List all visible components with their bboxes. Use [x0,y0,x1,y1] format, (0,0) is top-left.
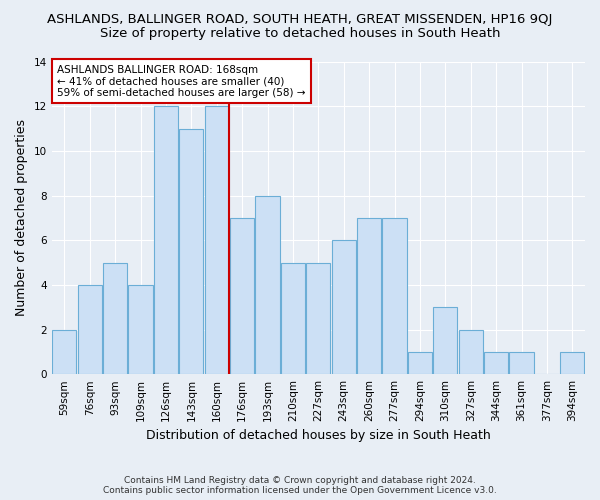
Bar [77,285,102,374]
Bar [281,262,305,374]
Bar [433,307,457,374]
Bar [560,352,584,374]
Bar [205,106,229,374]
Bar [357,218,381,374]
Bar [484,352,508,374]
Text: ASHLANDS, BALLINGER ROAD, SOUTH HEATH, GREAT MISSENDEN, HP16 9QJ: ASHLANDS, BALLINGER ROAD, SOUTH HEATH, G… [47,12,553,26]
Bar [306,262,331,374]
Bar [509,352,533,374]
Text: ASHLANDS BALLINGER ROAD: 168sqm
← 41% of detached houses are smaller (40)
59% of: ASHLANDS BALLINGER ROAD: 168sqm ← 41% of… [57,64,305,98]
Bar [256,196,280,374]
Bar [179,128,203,374]
Bar [103,262,127,374]
Bar [458,330,483,374]
Bar [332,240,356,374]
Bar [408,352,432,374]
Y-axis label: Number of detached properties: Number of detached properties [15,120,28,316]
Bar [230,218,254,374]
Bar [154,106,178,374]
Bar [128,285,152,374]
Bar [382,218,407,374]
X-axis label: Distribution of detached houses by size in South Heath: Distribution of detached houses by size … [146,430,491,442]
Text: Contains HM Land Registry data © Crown copyright and database right 2024.
Contai: Contains HM Land Registry data © Crown c… [103,476,497,495]
Bar [52,330,76,374]
Text: Size of property relative to detached houses in South Heath: Size of property relative to detached ho… [100,28,500,40]
